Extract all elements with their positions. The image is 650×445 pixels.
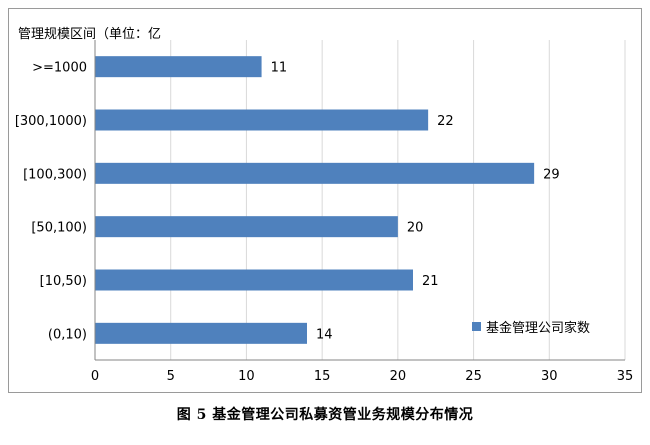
data-label-4: 21 <box>422 274 439 289</box>
bar-5 <box>95 322 307 344</box>
bar-2 <box>95 162 535 184</box>
x-tick-label-30: 30 <box>541 369 558 384</box>
x-tick-label-20: 20 <box>390 369 407 384</box>
bar-3 <box>95 216 398 238</box>
x-tick-label-0: 0 <box>91 369 99 384</box>
data-label-5: 14 <box>316 327 333 342</box>
bar-1 <box>95 109 429 131</box>
bar-chart: 管理规模区间（单位：亿 11 22 29 20 21 14 0 5 10 15 20 25 30 35 >… <box>15 27 633 384</box>
data-label-2: 29 <box>543 167 560 182</box>
y-tick-label-0: >=1000 <box>32 61 87 76</box>
y-axis-title: 管理规模区间（单位：亿 <box>18 27 161 42</box>
legend: 基金管理公司家数 <box>472 320 590 336</box>
data-label-1: 22 <box>437 114 454 129</box>
x-tick-label-35: 35 <box>617 369 634 384</box>
y-tick-label-2: [100,300) <box>23 167 87 182</box>
legend-swatch <box>472 322 481 331</box>
bar-0 <box>95 56 262 78</box>
x-tick-label-5: 5 <box>167 369 175 384</box>
legend-label: 基金管理公司家数 <box>486 320 590 336</box>
y-tick-label-1: [300,1000) <box>15 114 87 129</box>
x-tick-label-15: 15 <box>314 369 331 384</box>
y-tick-label-3: [50,100) <box>31 221 87 236</box>
data-label-0: 11 <box>271 61 288 76</box>
x-tick-label-10: 10 <box>238 369 255 384</box>
axis-ticks: 0 5 10 15 20 25 30 35 >=1000 [300,1000) [100,300) [… <box>15 40 633 384</box>
data-labels: 11 22 29 20 21 14 <box>271 61 560 343</box>
x-tick-label-25: 25 <box>465 369 482 384</box>
bar-4 <box>95 269 413 291</box>
bars <box>95 56 535 344</box>
y-tick-label-4: [10,50) <box>40 274 87 289</box>
y-tick-label-5: (0,10) <box>48 327 87 342</box>
data-label-3: 20 <box>407 221 424 236</box>
figure-caption: 图 5 基金管理公司私募资管业务规模分布情况 <box>176 407 474 423</box>
gridlines <box>170 40 626 360</box>
